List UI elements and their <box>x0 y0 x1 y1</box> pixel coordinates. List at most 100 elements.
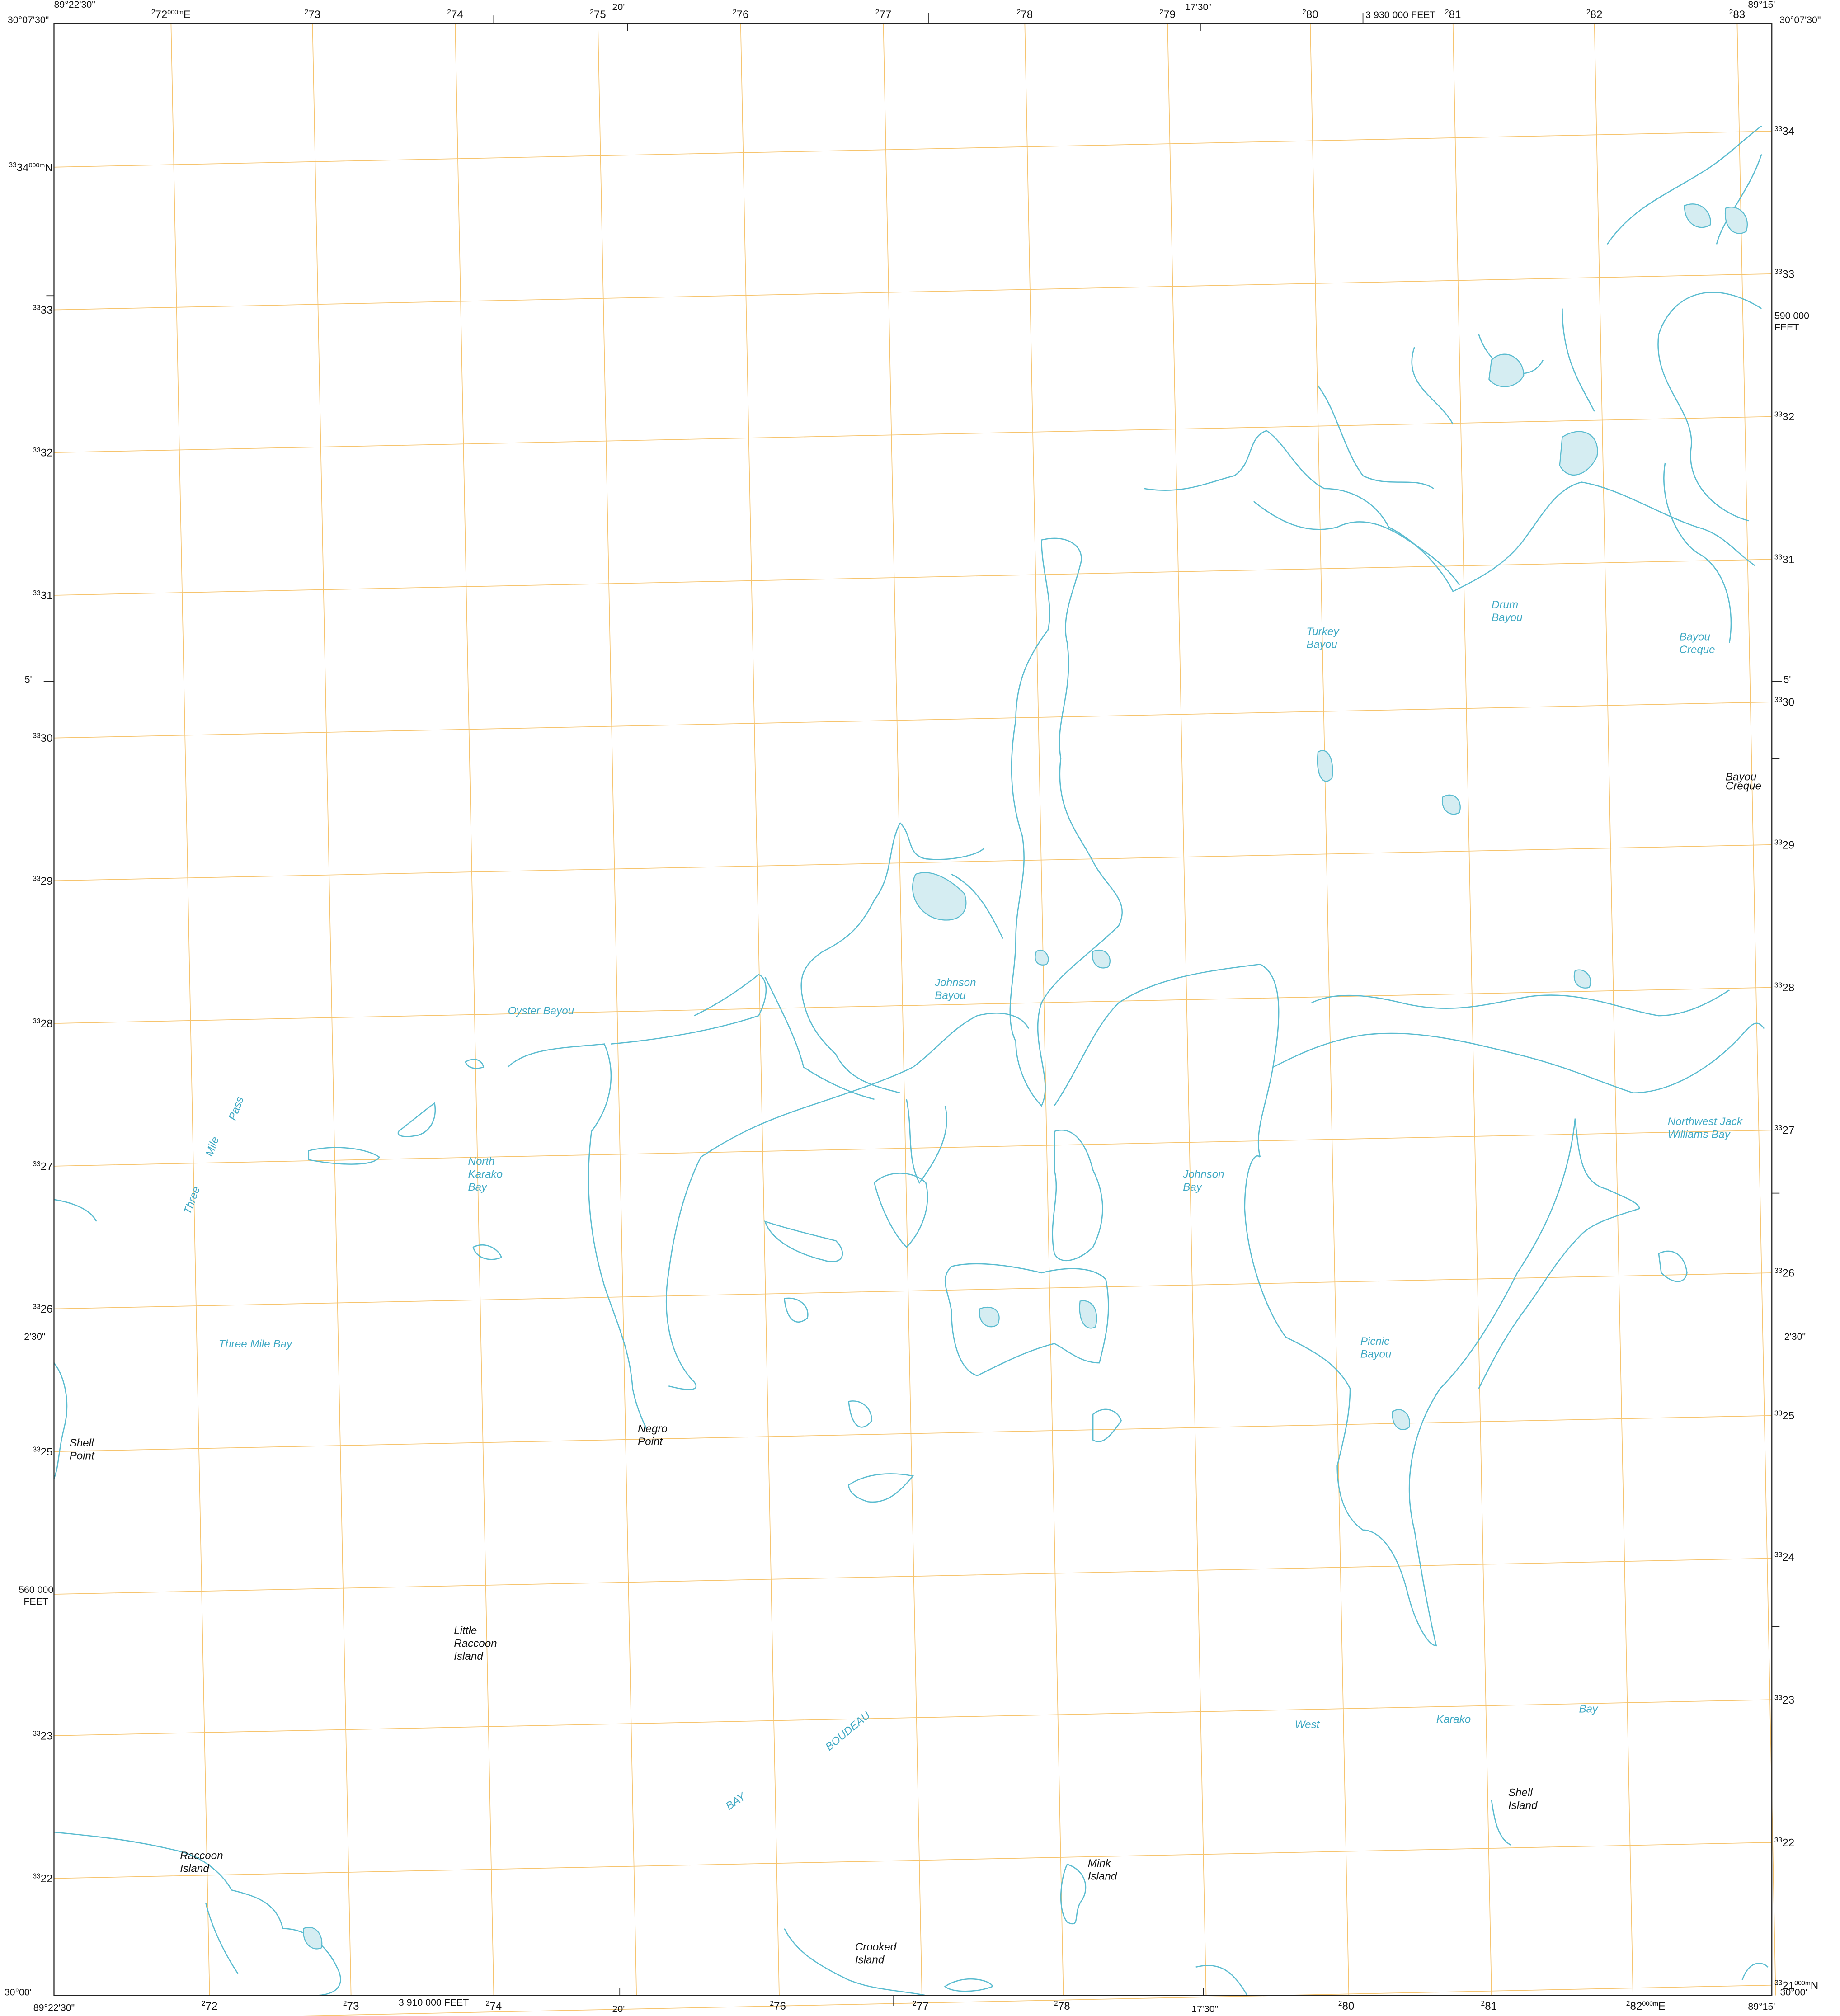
shoreline <box>783 1250 1688 1925</box>
grid-label-part: 2 <box>1338 2000 1342 2007</box>
place-name: BAY <box>724 1790 748 1813</box>
grid-label: 273 <box>305 8 321 21</box>
place-name-line: Raccoon <box>180 1850 223 1862</box>
grid-label-part: 2 <box>202 2000 206 2007</box>
neatline <box>53 23 1773 1996</box>
grid-line <box>54 987 1772 1024</box>
grid-label: 282000mE <box>1626 2000 1666 2012</box>
grid-label-part: 83 <box>1733 9 1745 21</box>
margin-label: 20' <box>612 2 625 13</box>
grid-label-part: 74 <box>451 9 463 21</box>
grid-label: 3326 <box>33 1303 52 1316</box>
grid-label-part: 77 <box>879 9 891 21</box>
grid-label-part: 2 <box>305 8 309 16</box>
grid-label-part: 2 <box>151 8 155 16</box>
grid-label-part: 73 <box>347 2000 359 2012</box>
grid-label: 277 <box>913 2000 929 2012</box>
grid-line <box>54 1842 1772 1879</box>
shoreline <box>784 1799 1769 1996</box>
place-name-line: Shell <box>1508 1787 1533 1799</box>
grid-label-part: 33 <box>33 875 40 882</box>
grid-label-part: 33 <box>9 161 16 169</box>
grid-label: 274 <box>486 2000 502 2012</box>
shoreline <box>1411 125 1762 643</box>
grid-line <box>54 702 1772 739</box>
grid-label: 3325 <box>33 1446 52 1458</box>
grid-label-part: 23 <box>1782 1694 1794 1706</box>
pond <box>1488 353 1525 387</box>
grid-line <box>54 1558 1772 1595</box>
grid-label: 3334 <box>1774 125 1794 138</box>
shoreline <box>53 1199 341 1996</box>
place-name: Oyster Bayou <box>508 1005 574 1017</box>
grid-label-part: 000m <box>1642 2000 1658 2007</box>
grid-label-part: 33 <box>1774 1124 1782 1132</box>
place-name: Three Mile Bay <box>219 1338 293 1350</box>
grid-label-part: 2 <box>770 2000 774 2007</box>
place-name: Three <box>181 1185 202 1216</box>
margin-label: 89°22'30" <box>33 2002 75 2013</box>
grid-label-part: 33 <box>1774 553 1782 561</box>
place-name: West <box>1295 1719 1320 1731</box>
grid-label-part: 78 <box>1021 9 1033 21</box>
margin-label: 30°07'30" <box>8 14 49 25</box>
pond <box>1559 431 1598 476</box>
grid-line <box>54 1415 1772 1452</box>
grid-label: 3329 <box>33 875 52 887</box>
place-name: Johnson Bayou <box>934 977 976 1002</box>
place-name-line: North <box>468 1155 495 1168</box>
shoreline <box>611 974 947 1184</box>
grid-label-part: 75 <box>594 9 606 21</box>
grid-label-part: 26 <box>1782 1267 1794 1279</box>
pond <box>303 949 1591 1950</box>
grid-label-part: 79 <box>1163 9 1176 21</box>
place-name: North Karako Bay <box>468 1155 503 1193</box>
grid-line <box>54 844 1772 881</box>
grid-label-part: 25 <box>41 1446 53 1458</box>
pond <box>1684 203 1748 234</box>
grid-label-part: 33 <box>33 1017 40 1025</box>
grid-line <box>54 559 1772 596</box>
place-name: Shell Island <box>1508 1787 1538 1812</box>
pond <box>912 872 967 921</box>
place-name-line: Creque <box>1726 780 1761 792</box>
margin-label: 2'30" <box>1784 1331 1806 1342</box>
place-name: Mile <box>203 1135 222 1158</box>
grid-label: 3321000mN <box>1774 1979 1818 1992</box>
grid-label: 278 <box>1054 2000 1070 2012</box>
grid-label-part: 76 <box>774 2000 786 2012</box>
place-name-line: Island <box>1508 1799 1538 1812</box>
place-name-line: Bay <box>1183 1181 1203 1193</box>
margin-label-line: 590 000 <box>1774 310 1809 321</box>
place-name: Mink Island <box>1088 1857 1118 1882</box>
grid-label: 279 <box>1159 8 1176 21</box>
place-name: BOUDEAU <box>823 1709 872 1753</box>
grid-line <box>54 1272 1772 1309</box>
place-name-line: Point <box>70 1450 95 1462</box>
grid-label-part: 000m <box>1794 1980 1811 1987</box>
grid-label-part: 2 <box>447 8 451 16</box>
place-name-line: Mile <box>203 1135 222 1158</box>
grid-line <box>455 23 494 1996</box>
grid-label-part: 27 <box>1782 1125 1794 1137</box>
grid-label-part: 2 <box>1302 8 1306 16</box>
place-name-line: Mink <box>1088 1857 1112 1870</box>
grid-line <box>883 23 922 1996</box>
shoreline <box>1144 430 1755 593</box>
grid-label-part: 2 <box>875 8 880 16</box>
grid-label: 3332 <box>33 447 52 459</box>
grid-line <box>54 1130 1772 1167</box>
grid-label: 281 <box>1481 2000 1497 2012</box>
grid-line <box>54 131 1772 168</box>
grid-label: 3329 <box>1774 839 1794 852</box>
place-name: Bay <box>1579 1703 1599 1715</box>
margin-label: 3 930 000 FEET <box>1365 9 1435 20</box>
place-name-line: Karako <box>1436 1713 1471 1725</box>
shoreline <box>764 1130 1103 1262</box>
grid-label-part: 33 <box>1774 839 1782 847</box>
grid-label: 3328 <box>1774 981 1794 994</box>
water-features <box>53 125 1769 1996</box>
margin-label: 17'30" <box>1185 2 1212 13</box>
grid-label-part: 33 <box>1774 411 1782 419</box>
margin-label: 30°07'30" <box>1779 14 1821 25</box>
